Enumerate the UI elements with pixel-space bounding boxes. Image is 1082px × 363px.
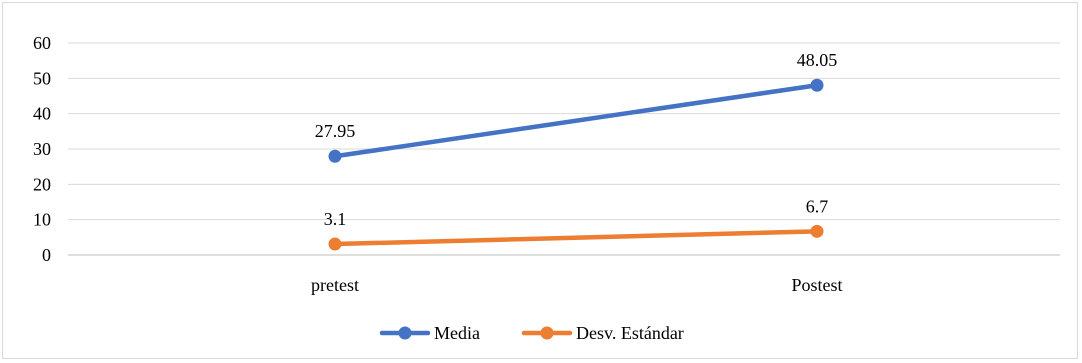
y-tick-label: 50 <box>33 68 51 88</box>
y-tick-label: 20 <box>33 174 51 194</box>
y-tick-label: 10 <box>33 210 51 230</box>
series-group <box>328 78 824 251</box>
legend-marker <box>540 326 554 340</box>
data-point <box>328 237 342 251</box>
data-label: 6.7 <box>806 196 829 216</box>
data-point <box>810 78 824 92</box>
data-label: 27.95 <box>315 121 356 141</box>
y-tick-label: 40 <box>33 104 51 124</box>
chart-frame <box>2 2 1078 359</box>
y-tick-label: 60 <box>33 33 51 53</box>
x-axis-ticks: pretest Postest <box>311 275 843 295</box>
legend: Media Desv. Estándar <box>379 323 684 343</box>
y-axis-ticks: 0 10 20 30 40 50 60 <box>33 33 51 265</box>
series-line <box>332 82 820 159</box>
legend-label: Media <box>434 323 480 343</box>
data-label: 3.1 <box>324 209 347 229</box>
data-label: 48.05 <box>797 50 838 70</box>
x-tick-label: pretest <box>311 275 359 295</box>
gridlines <box>68 42 1060 256</box>
data-point <box>328 149 342 163</box>
legend-marker <box>398 326 412 340</box>
legend-label: Desv. Estándar <box>576 323 684 343</box>
data-labels: 27.95 48.05 3.1 6.7 <box>315 50 838 229</box>
y-tick-label: 30 <box>33 139 51 159</box>
data-point <box>810 224 824 238</box>
series-line <box>332 229 820 247</box>
y-tick-label: 0 <box>42 245 51 265</box>
x-tick-label: Postest <box>791 275 842 295</box>
